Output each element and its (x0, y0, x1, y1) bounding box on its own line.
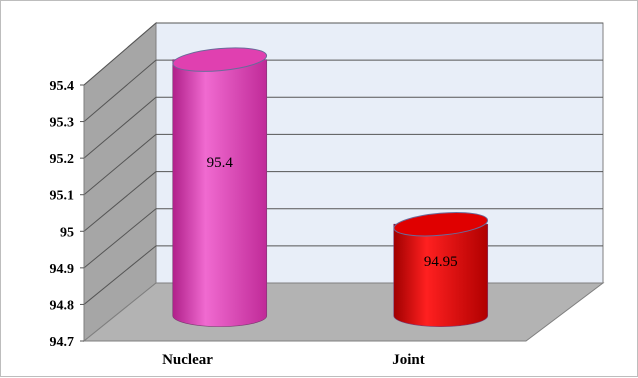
x-category-label: Nuclear (162, 352, 213, 368)
y-tick-label: 95.2 (50, 152, 75, 167)
bar-body (172, 59, 268, 327)
gridline-side (83, 208, 157, 269)
y-tick-label: 95.1 (50, 189, 75, 204)
floor (82, 282, 605, 342)
bars: 95.4 94.95 (172, 47, 489, 327)
gridline-side (83, 171, 157, 232)
x-category-label: Joint (392, 352, 425, 368)
bar-joint: 94.95 (393, 212, 489, 327)
y-tick-label: 95.3 (50, 116, 75, 131)
y-tick-label: 94.9 (50, 262, 75, 277)
x-axis: Nuclear Joint (84, 340, 526, 368)
bar-body (393, 223, 489, 327)
gridline-side (83, 96, 157, 159)
gridline-side (83, 59, 157, 122)
y-tick-label: 94.7 (50, 335, 75, 350)
bar-top (172, 47, 268, 72)
y-tick-label: 95.4 (50, 79, 75, 94)
gridline-side (83, 22, 157, 86)
bar-nuclear: 95.4 (172, 47, 268, 327)
y-tick-label: 94.8 (50, 298, 75, 313)
y-axis: 94.7 94.8 94.9 95 95.1 95.2 95.3 95.4 (50, 79, 85, 350)
gridline-side (83, 134, 157, 196)
y-tick-label: 95 (60, 225, 74, 240)
data-label: 95.4 (207, 155, 234, 171)
data-label: 94.95 (424, 254, 458, 270)
bar-top (393, 212, 489, 237)
gridline-side (83, 245, 157, 305)
